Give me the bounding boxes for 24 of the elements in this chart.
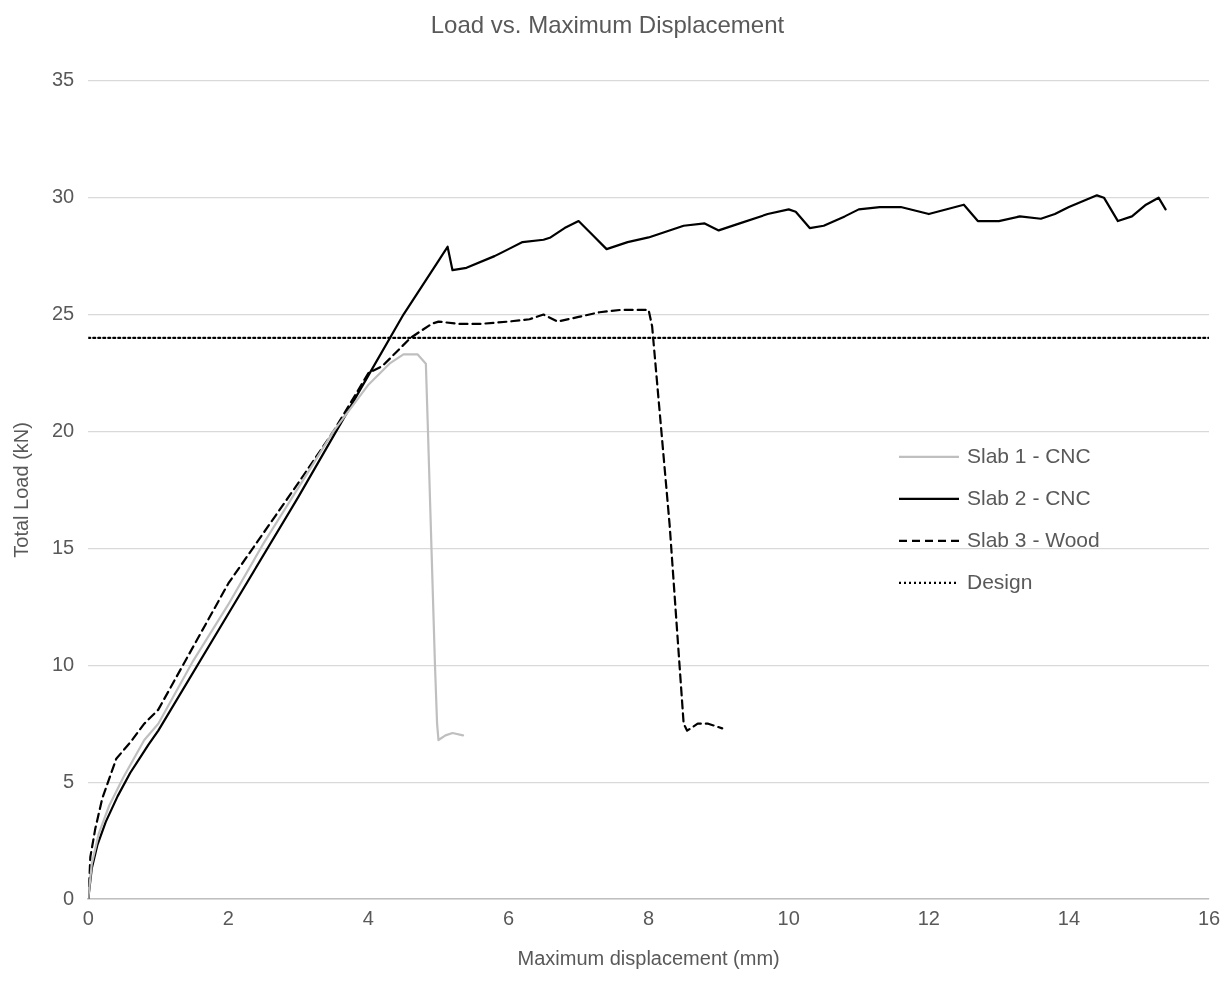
x-tick-label: 0	[82, 906, 94, 929]
x-tick-label: 12	[917, 906, 940, 929]
legend-label: Slab 2 - CNC	[967, 485, 1091, 509]
x-tick-label: 14	[1057, 906, 1081, 929]
x-tick-label: 10	[777, 906, 800, 929]
x-tick-label: 6	[502, 906, 515, 929]
x-tick-label: 4	[362, 906, 374, 929]
y-tick-label: 25	[52, 302, 75, 325]
y-tick-label: 15	[52, 535, 75, 558]
y-axis-title: Total Load (kN)	[9, 422, 32, 558]
y-tick-label: 0	[63, 886, 75, 909]
legend-label: Slab 1 - CNC	[967, 443, 1091, 467]
x-tick-label: 2	[222, 906, 234, 929]
x-tick-label: 16	[1197, 906, 1221, 929]
y-tick-label: 20	[52, 418, 75, 441]
y-tick-label: 10	[52, 652, 75, 675]
chart-title: Load vs. Maximum Displacement	[430, 11, 785, 39]
y-tick-label: 35	[52, 68, 75, 91]
y-tick-label: 5	[63, 769, 75, 792]
legend-label: Design	[967, 569, 1033, 593]
y-tick-label: 30	[52, 185, 75, 208]
x-tick-label: 8	[643, 906, 655, 929]
x-axis-title: Maximum displacement (mm)	[517, 946, 780, 969]
legend-label: Slab 3 - Wood	[967, 527, 1100, 551]
